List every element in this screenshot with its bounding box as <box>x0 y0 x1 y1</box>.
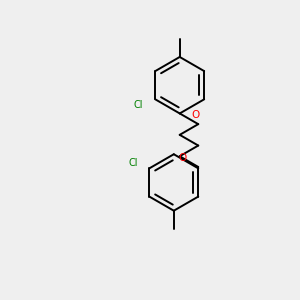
Text: Cl: Cl <box>134 100 143 110</box>
Text: O: O <box>191 110 200 120</box>
Text: O: O <box>178 153 187 163</box>
Text: Cl: Cl <box>128 158 138 168</box>
